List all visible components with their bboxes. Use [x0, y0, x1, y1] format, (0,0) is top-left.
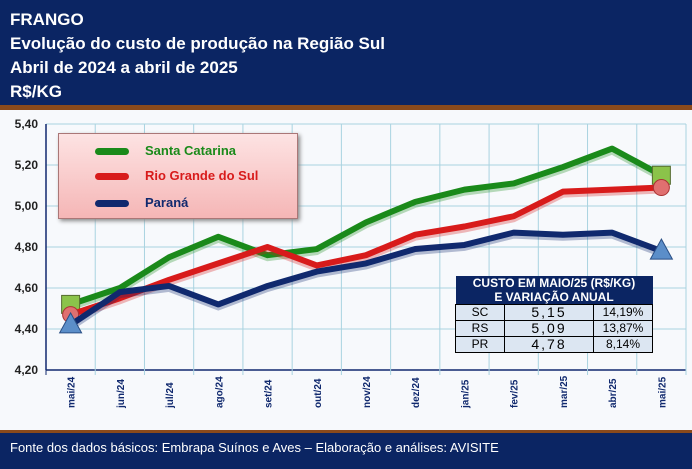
chart-title: Evolução do custo de produção na Região … [10, 34, 385, 53]
y-tick-label: 4,80 [15, 240, 39, 254]
series-line-2 [68, 229, 663, 328]
x-tick-label: nov/24 [362, 376, 373, 408]
y-tick-label: 4,60 [15, 281, 39, 295]
legend-label-rs: Rio Grande do Sul [145, 168, 259, 183]
y-tick-label: 4,20 [15, 363, 39, 377]
x-tick-label: jul/24 [165, 382, 176, 409]
cell: 13,87% [593, 320, 653, 337]
legend-swatch-rs [95, 173, 129, 180]
legend-label-sc: Santa Catarina [145, 143, 237, 158]
legend-swatch-sc [95, 148, 129, 155]
summary-table: CUSTO EM MAIO/25 (R$/KG) E VARIAÇÃO ANUA… [455, 276, 653, 353]
cell: 8,14% [593, 336, 653, 353]
legend-label-pr: Paraná [145, 195, 189, 210]
table-row: SC 5,15 14,19% [455, 304, 653, 321]
x-tick-label: mar/25 [559, 375, 570, 408]
x-tick-label: dez/24 [411, 377, 422, 408]
cell: 4,78 [504, 336, 594, 353]
cell: 5,15 [504, 304, 594, 321]
unit-label: R$/KG [10, 82, 62, 101]
header-line: FRANGO [10, 10, 84, 29]
table-row: PR 4,78 8,14% [455, 336, 653, 353]
table-row: RS 5,09 13,87% [455, 320, 653, 337]
y-tick-label: 4,40 [15, 322, 39, 336]
legend-swatch-pr [95, 200, 129, 207]
x-tick-label: jan/25 [460, 379, 471, 409]
x-tick-label: out/24 [313, 378, 324, 408]
chart-header: FRANGO Evolução do custo de produção na … [0, 0, 692, 110]
y-tick-label: 5,40 [15, 117, 39, 131]
y-tick-label: 5,20 [15, 158, 39, 172]
footer-source: Fonte dos dados básicos: Embrapa Suínos … [0, 430, 692, 469]
x-tick-label: mai/25 [657, 376, 668, 408]
x-tick-label: jun/24 [116, 379, 127, 409]
x-tick-label: fev/25 [510, 379, 521, 408]
cell: 5,09 [504, 320, 594, 337]
triangle-marker [649, 238, 674, 260]
x-tick-label: abr/25 [608, 378, 619, 408]
cell: SC [455, 304, 505, 321]
y-tick-label: 5,00 [15, 199, 39, 213]
x-tick-label: set/24 [264, 379, 275, 408]
x-tick-label: mai/24 [67, 376, 78, 408]
circle-marker [652, 179, 670, 197]
x-tick-label: ago/24 [214, 376, 225, 408]
series-line-0 [69, 145, 663, 308]
triangle-marker [58, 311, 83, 334]
series-line-1 [69, 184, 662, 318]
line-chart: 4,20 4,40 4,60 4,80 5,00 5,20 5,40 mai/24 jun/24… [15, 117, 687, 409]
cell: PR [455, 336, 505, 353]
chart-subtitle: Abril de 2024 a abril de 2025 [10, 58, 238, 77]
legend: Santa Catarina Rio Grande do Sul Paraná [58, 133, 298, 219]
cell: 14,19% [593, 304, 653, 321]
cell: RS [455, 320, 505, 337]
table-subtitle: E VARIAÇÃO ANUAL [455, 290, 653, 305]
table-title: CUSTO EM MAIO/25 (R$/KG) [455, 276, 653, 290]
